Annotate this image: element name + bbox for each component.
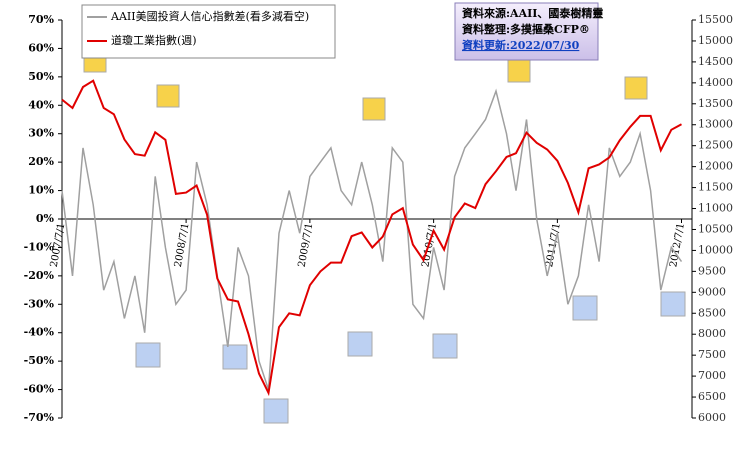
trough-icon xyxy=(263,398,289,424)
y-tick-label: 40% xyxy=(28,98,54,111)
x-tick-label: 2007/7/1 xyxy=(49,222,68,268)
y2-tick-label: 15000 xyxy=(698,34,733,47)
y-tick-label: -10% xyxy=(24,240,55,253)
y-tick-label: -70% xyxy=(24,411,55,424)
y2-tick-label: 11500 xyxy=(698,181,733,194)
y-tick-label: 50% xyxy=(28,70,54,83)
trough-icon xyxy=(222,344,248,370)
y2-tick-label: 6500 xyxy=(698,390,726,403)
y2-tick-label: 10500 xyxy=(698,222,733,235)
trough-icon xyxy=(660,291,686,317)
y2-tick-label: 11000 xyxy=(698,202,733,215)
icons xyxy=(83,49,686,424)
y2-tick-label: 12000 xyxy=(698,160,733,173)
peak-icon xyxy=(624,76,648,100)
y2-tick-label: 14500 xyxy=(698,55,733,68)
y-tick-label: 0% xyxy=(36,212,55,225)
y-tick-label: -60% xyxy=(24,383,55,396)
y2-tick-label: 9500 xyxy=(698,264,726,277)
y2-tick-label: 6000 xyxy=(698,411,726,424)
peak-icon xyxy=(362,97,386,121)
y-tick-label: -30% xyxy=(24,297,55,310)
y2-tick-label: 13000 xyxy=(698,118,733,131)
source-text: 資料來源:AAII、國泰樹精靈 xyxy=(462,6,603,20)
legend-label: 道瓊工業指數(週) xyxy=(111,33,197,47)
y-tick-label: 70% xyxy=(28,13,54,26)
y2-tick-label: 9000 xyxy=(698,285,726,298)
x-tick-label: 2009/7/1 xyxy=(297,222,316,268)
trough-icon xyxy=(432,333,458,359)
peak-icon xyxy=(507,59,531,83)
y2-tick-label: 8500 xyxy=(698,306,726,319)
y2-tick-label: 12500 xyxy=(698,139,733,152)
trough-icon xyxy=(572,295,598,321)
x-tick-label: 2012/7/1 xyxy=(668,222,687,268)
source-link[interactable]: 資料更新:2022/07/30 xyxy=(462,38,580,52)
y-tick-label: 60% xyxy=(28,41,54,54)
y-tick-label: -40% xyxy=(24,326,55,339)
y2-tick-label: 14000 xyxy=(698,76,733,89)
y2-tick-label: 10000 xyxy=(698,243,733,256)
legend-box xyxy=(81,4,336,59)
y2-tick-label: 13500 xyxy=(698,97,733,110)
y2-tick-label: 8000 xyxy=(698,327,726,340)
y-tick-label: -50% xyxy=(24,354,55,367)
y-tick-label: 20% xyxy=(28,155,54,168)
y-tick-label: -20% xyxy=(24,269,55,282)
peak-icon xyxy=(156,84,180,108)
trough-icon xyxy=(135,342,161,368)
y-tick-label: 30% xyxy=(28,127,54,140)
y2-tick-label: 7500 xyxy=(698,348,726,361)
source-box xyxy=(454,2,599,61)
x-tick-label: 2011/7/1 xyxy=(544,222,563,268)
y2-tick-label: 7000 xyxy=(698,369,726,382)
y2-tick-label: 15500 xyxy=(698,13,733,26)
series-line xyxy=(61,88,683,390)
y-tick-label: 10% xyxy=(28,184,54,197)
legend-label: AAII美國投資人信心指數差(看多減看空) xyxy=(110,9,309,23)
series-line xyxy=(61,79,682,397)
trough-icon xyxy=(347,331,373,357)
source-text: 資料整理:多摸摳桑CFP® xyxy=(462,22,590,36)
